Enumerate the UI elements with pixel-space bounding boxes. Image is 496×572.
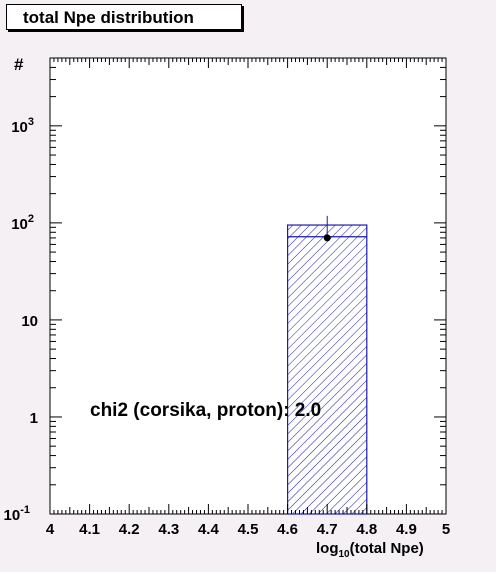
y-tick-label: 103 [11, 116, 34, 136]
x-tick-label: 4.4 [198, 521, 220, 538]
x-tick-label: 4.2 [119, 521, 140, 538]
x-tick-label: 4.7 [317, 521, 338, 538]
chart-title: total Npe distribution [6, 4, 242, 30]
y-tick-label: 1 [30, 410, 38, 427]
x-tick-label: 4.8 [356, 521, 377, 538]
data-point [323, 234, 331, 242]
y-tick-label: 10-1 [4, 504, 30, 524]
x-tick-label: 4.1 [79, 521, 100, 538]
y-tick-label: 102 [11, 213, 34, 233]
x-tick-label: 4.5 [238, 521, 259, 538]
x-tick-label: 4.3 [158, 521, 179, 538]
x-tick-label: 4 [46, 521, 55, 538]
annotation-text: chi2 (corsika, proton): 2.0 [90, 400, 321, 421]
y-tick-label: 10 [21, 313, 38, 330]
plot-area [49, 57, 447, 515]
histogram-bar [287, 224, 368, 515]
x-tick-label: 5 [442, 521, 450, 538]
x-axis-label: log10(total Npe) [316, 540, 424, 560]
x-tick-label: 4.6 [277, 521, 298, 538]
y-axis-label: # [14, 55, 24, 74]
x-tick-label: 4.9 [396, 521, 417, 538]
